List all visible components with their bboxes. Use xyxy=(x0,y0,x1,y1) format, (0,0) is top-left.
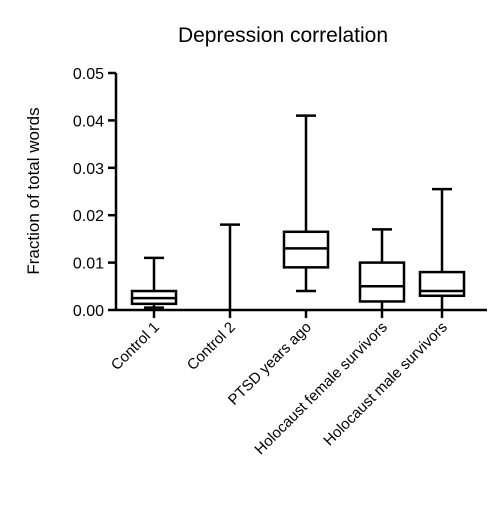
y-tick-label: 0.04 xyxy=(73,113,104,130)
x-tick-label: Holocaust male survivors xyxy=(320,319,451,450)
box-plot xyxy=(282,114,330,293)
x-tick-label: Control 1 xyxy=(108,319,163,374)
y-tick-label: 0.02 xyxy=(73,208,104,225)
box-plot xyxy=(358,228,406,310)
box-iqr xyxy=(358,261,406,303)
y-tick-label: 0.05 xyxy=(73,66,104,83)
y-tick-label: 0.03 xyxy=(73,161,104,178)
box-plots xyxy=(130,114,466,310)
chart-title: Depression correlation xyxy=(178,24,388,47)
y-axis-label: Fraction of total words xyxy=(24,107,43,274)
y-tick-label: 0.00 xyxy=(73,303,104,320)
box-plot xyxy=(130,256,178,309)
box-plot xyxy=(418,187,466,310)
y-tick-label: 0.01 xyxy=(73,256,104,273)
x-tick-label: Control 2 xyxy=(184,319,239,374)
box-iqr xyxy=(418,270,466,298)
y-ticks: 0.00 0.01 0.02 0.03 0.04 0.05 xyxy=(73,66,116,320)
box-plot xyxy=(220,223,240,310)
